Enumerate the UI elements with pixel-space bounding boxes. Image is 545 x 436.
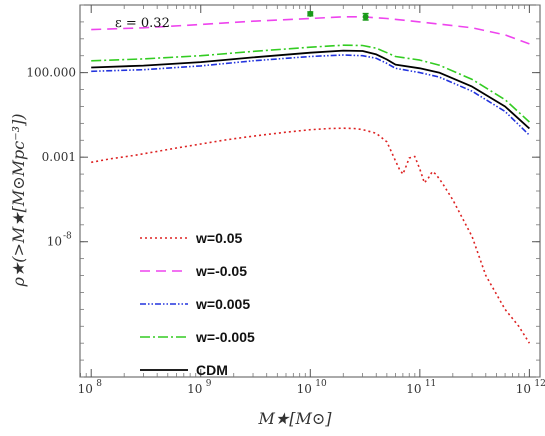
x-tick-label: 10	[516, 382, 531, 396]
x-tick-exponent: 11	[425, 379, 436, 389]
y-tick-exponent: -8	[63, 232, 72, 242]
x-tick-exponent: 12	[534, 379, 545, 389]
y-tick-label: 0.001	[42, 150, 76, 164]
legend-label-1: w=0.05	[195, 230, 243, 246]
y-tick-label: 10	[47, 235, 62, 249]
series-line-3	[91, 54, 530, 136]
x-tick-label: 10	[297, 382, 312, 396]
series-line-1	[91, 127, 531, 344]
legend-label-3: w=0.005	[195, 296, 250, 312]
x-tick-label: 10	[187, 382, 202, 396]
x-tick-exponent: 8	[96, 379, 102, 389]
observation-point	[362, 13, 369, 20]
legend: w=0.05 w=-0.05 w=0.005 w=-0.005 CDM	[140, 230, 255, 378]
legend-label-4: w=-0.005	[195, 329, 255, 345]
y-tick-label: 100.000	[26, 66, 76, 80]
x-axis-title: M★[M⊙]	[258, 409, 333, 428]
observation-points	[307, 10, 369, 21]
observation-point	[307, 10, 314, 17]
series-line-4	[91, 44, 530, 123]
y-axis-title: ρ★(>M★[M⊙Mpc⁻³])	[9, 113, 28, 287]
data-curves	[91, 16, 531, 344]
legend-label-2: w=-0.05	[195, 263, 247, 279]
plot-frame	[79, 4, 541, 378]
series-line-5	[91, 49, 531, 130]
legend-label-5: CDM	[196, 362, 228, 378]
x-tick-exponent: 9	[206, 379, 212, 389]
epsilon-annotation: ε = 0.32	[115, 16, 170, 31]
x-tick-label: 10	[78, 382, 93, 396]
x-tick-exponent: 10	[315, 379, 327, 389]
series-line-2	[91, 16, 530, 45]
x-tick-label: 10	[406, 382, 421, 396]
